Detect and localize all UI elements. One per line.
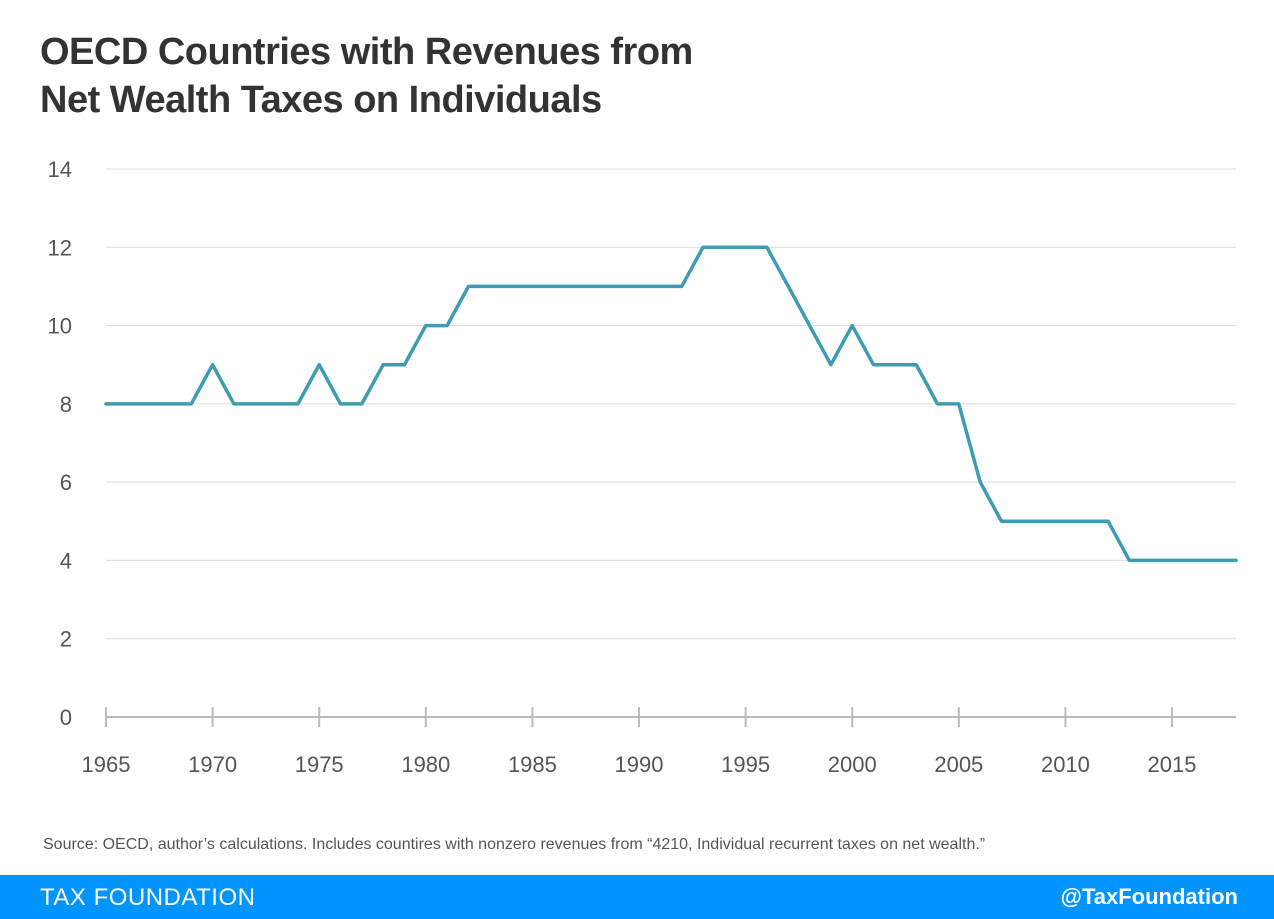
x-tick-label: 1985 (508, 752, 557, 777)
x-tick-label: 2000 (828, 752, 877, 777)
y-tick-label: 2 (60, 627, 72, 652)
x-tick-label: 1980 (401, 752, 450, 777)
x-tick-label: 1975 (295, 752, 344, 777)
y-tick-label: 6 (60, 470, 72, 495)
footer-bar: TAX FOUNDATION @TaxFoundation (0, 875, 1274, 919)
x-tick-label: 2005 (934, 752, 983, 777)
y-axis-ticks: 0 2 4 6 8 10 12 14 (48, 157, 72, 730)
x-tick-label: 1970 (188, 752, 237, 777)
x-tick-label: 1965 (82, 752, 131, 777)
footer-social-handle[interactable]: @TaxFoundation (1060, 884, 1238, 909)
y-tick-label: 12 (48, 235, 72, 260)
y-tick-label: 14 (48, 157, 72, 182)
x-tick-label: 1990 (615, 752, 664, 777)
chart-title-line-1: OECD Countries with Revenues from (40, 31, 693, 73)
footer-brand: TAX FOUNDATION (40, 884, 256, 911)
source-note: Source: OECD, author’s calculations. Inc… (43, 836, 986, 853)
x-axis: 1965 1970 1975 1980 1985 1990 1995 2000 2005 2010… (82, 707, 1236, 777)
y-tick-label: 4 (60, 548, 72, 573)
x-tick-label: 1995 (721, 752, 770, 777)
y-tick-label: 10 (48, 314, 72, 339)
x-tick-label: 2010 (1041, 752, 1090, 777)
series-group (104, 245, 1238, 563)
gridlines (106, 168, 1236, 640)
chart-title: OECD Countries with Revenues from Net We… (40, 28, 940, 124)
line-chart: 0 2 4 6 8 10 12 14 1965 1970 1975 1980 1985 1990 1995… (48, 157, 1238, 777)
x-tick-label: 2015 (1148, 752, 1197, 777)
series-line (104, 245, 1238, 563)
y-tick-label: 0 (60, 705, 72, 730)
chart-title-line-2: Net Wealth Taxes on Individuals (40, 79, 602, 121)
y-tick-label: 8 (60, 392, 72, 417)
